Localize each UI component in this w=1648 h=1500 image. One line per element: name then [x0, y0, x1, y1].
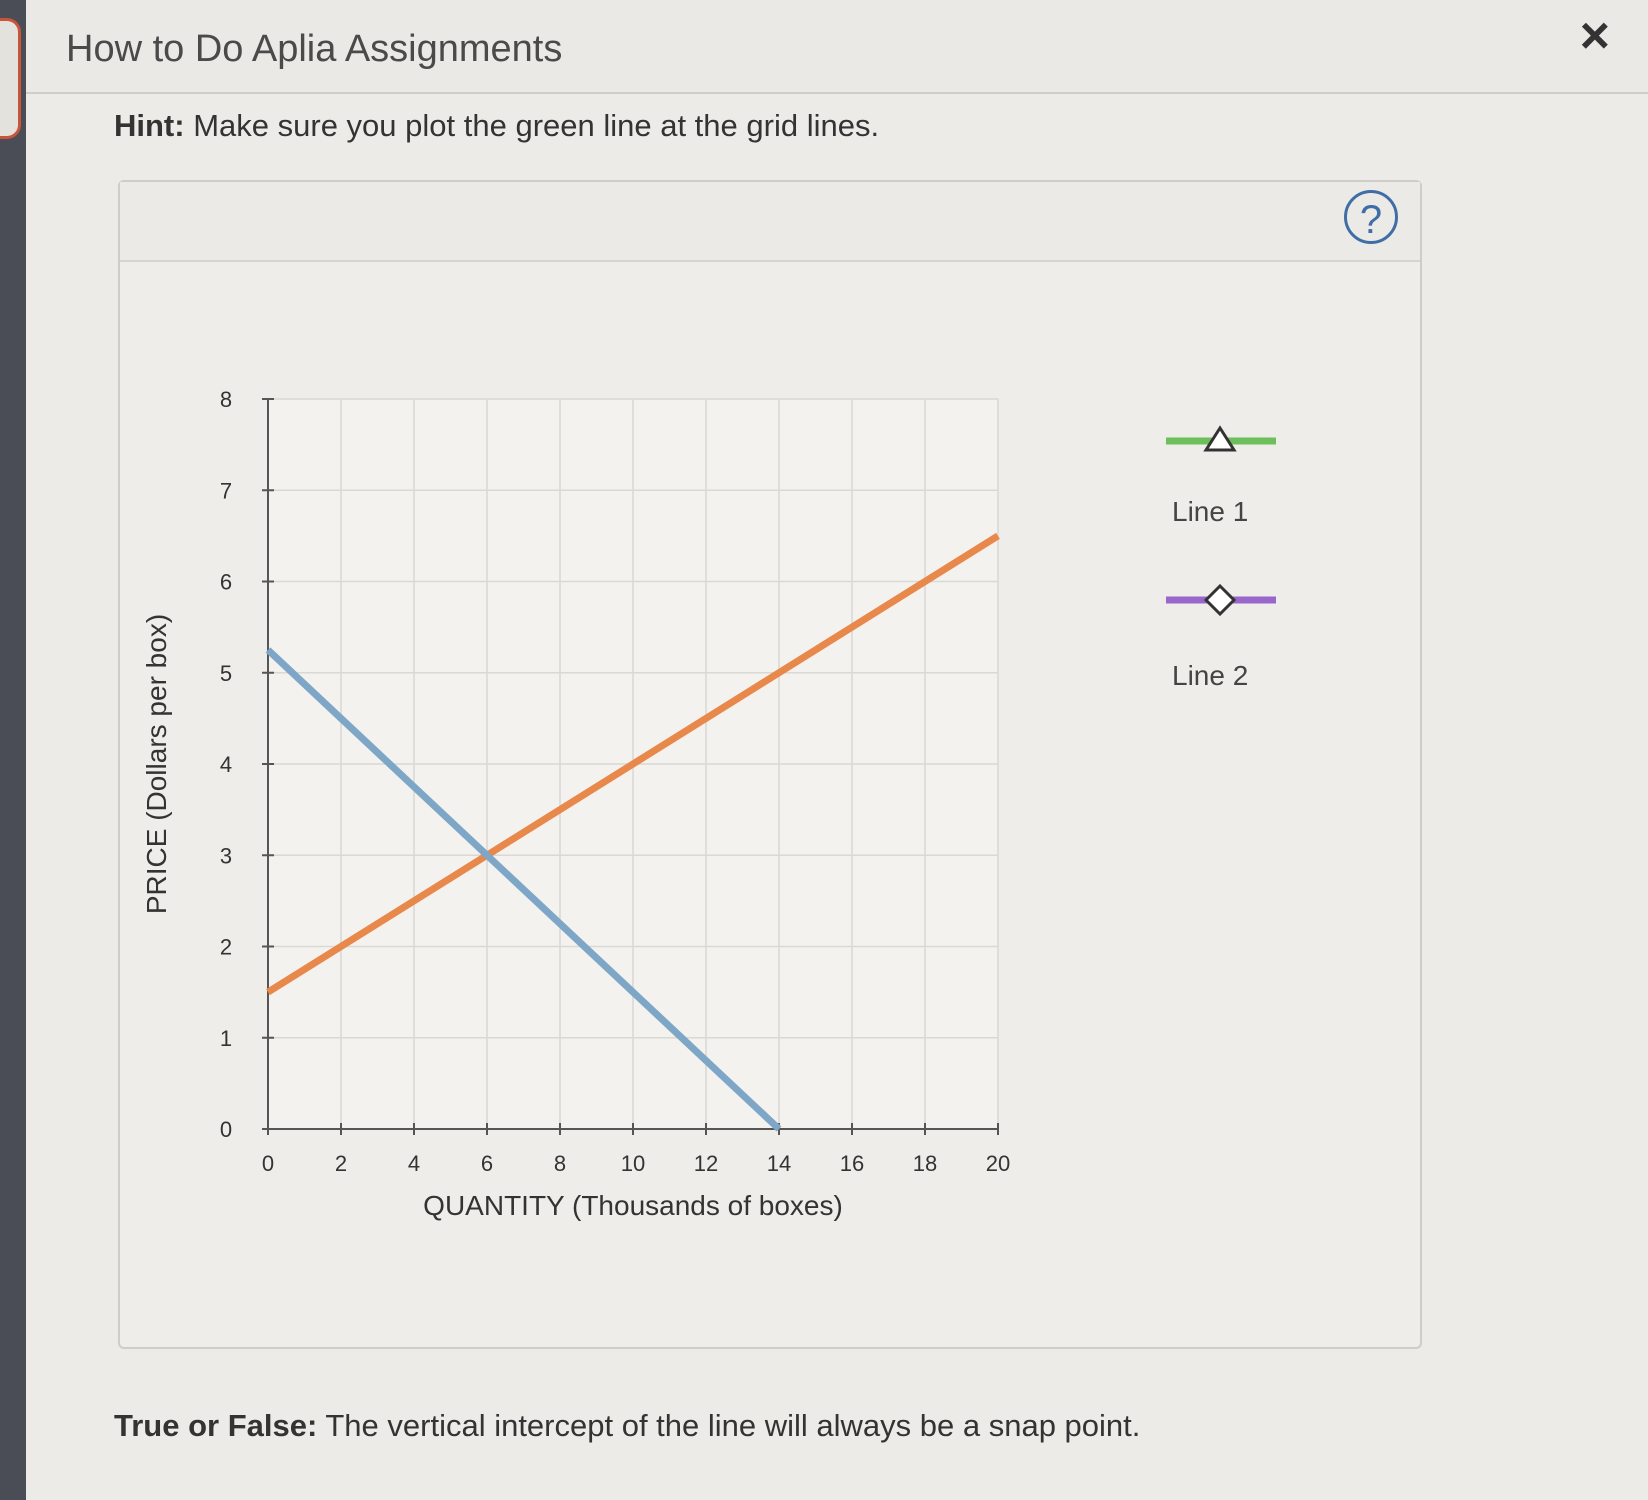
y-tick-label: 5	[220, 661, 232, 686]
x-tick-label: 20	[986, 1151, 1010, 1176]
x-tick-label: 4	[408, 1151, 420, 1176]
hint-body: Make sure you plot the green line at the…	[193, 108, 880, 143]
dialog-title: How to Do Aplia Assignments	[66, 28, 563, 70]
series-line-2[interactable]	[265, 647, 782, 1132]
graph-panel: ? 0 2 4 6 8 10 12 14 16 18 20 0 1 2 3 4 5 6 7 8 QUANTITY (Th…	[118, 180, 1422, 1349]
window-edge	[0, 0, 26, 1500]
question-text: True or False: The vertical intercept of…	[114, 1408, 1140, 1444]
triangle-icon[interactable]	[1203, 425, 1237, 452]
y-tick-label: 4	[220, 752, 232, 777]
x-tick-label: 10	[621, 1151, 645, 1176]
x-tick-label: 2	[335, 1151, 347, 1176]
y-tick-label: 6	[220, 570, 232, 595]
x-tick-label: 0	[262, 1151, 274, 1176]
legend-label-line-2: Line 2	[1172, 660, 1249, 691]
close-button[interactable]: ×	[1579, 7, 1610, 65]
x-tick-label: 18	[913, 1151, 937, 1176]
help-icon[interactable]: ?	[1344, 190, 1398, 244]
question-body: The vertical intercept of the line will …	[325, 1408, 1141, 1443]
y-tick-label: 2	[220, 935, 232, 960]
hint-prefix: Hint:	[114, 108, 185, 143]
y-tick-label: 0	[220, 1117, 232, 1142]
y-tick-label: 7	[220, 478, 232, 503]
help-dialog: How to Do Aplia Assignments × Hint: Make…	[26, 0, 1648, 1500]
x-tick-label: 16	[840, 1151, 864, 1176]
x-tick-label: 6	[481, 1151, 493, 1176]
diamond-icon[interactable]	[1203, 583, 1237, 617]
dialog-header: How to Do Aplia Assignments ×	[26, 0, 1648, 94]
x-tick-label: 8	[554, 1151, 566, 1176]
x-tick-label: 12	[694, 1151, 718, 1176]
question-prefix: True or False:	[114, 1408, 318, 1443]
series-line-1[interactable]	[266, 532, 1000, 996]
y-tick-label: 8	[220, 387, 232, 412]
hint-text: Hint: Make sure you plot the green line …	[114, 108, 879, 144]
y-tick-label: 3	[220, 843, 232, 868]
x-tick-label: 14	[767, 1151, 791, 1176]
y-tick-label: 1	[220, 1026, 232, 1051]
side-tab[interactable]	[0, 18, 21, 139]
legend-label-line-1: Line 1	[1172, 496, 1249, 527]
x-axis-title: QUANTITY (Thousands of boxes)	[423, 1190, 843, 1221]
graph-toolbar: ?	[120, 182, 1420, 262]
y-axis-title: PRICE (Dollars per box)	[141, 614, 172, 914]
